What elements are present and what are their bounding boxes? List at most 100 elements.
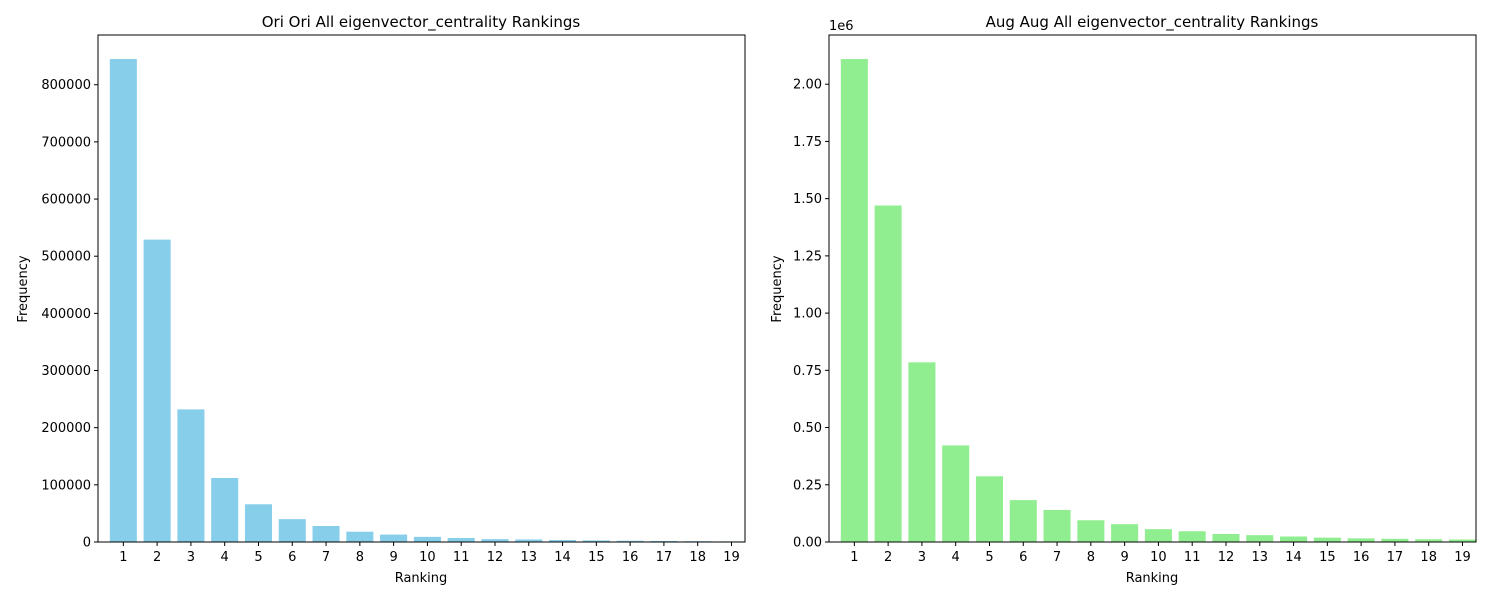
x-tick-label: 5 [254,550,262,565]
x-tick-label: 5 [985,550,993,565]
x-tick-label: 3 [187,550,195,565]
x-tick-label: 8 [356,550,364,565]
bar [211,477,239,542]
x-tick-label: 4 [952,550,960,565]
x-tick-label: 4 [221,550,229,565]
y-tick-label: 100000 [41,478,91,493]
y-tick-label: 700000 [41,135,91,150]
bar [1347,538,1375,542]
bar [840,59,868,542]
bar [1313,537,1341,542]
x-tick-label: 16 [622,550,639,565]
bar [447,538,475,542]
y-tick-label: 500000 [41,250,91,265]
bar [1212,533,1240,542]
bar [582,540,610,542]
x-tick-label: 6 [288,550,296,565]
x-tick-label: 13 [520,550,537,565]
bar [346,531,374,542]
x-tick-label: 9 [389,550,397,565]
bar [549,540,577,542]
x-tick-label: 3 [918,550,926,565]
bar [650,540,678,542]
y-tick-label: 0 [83,536,91,551]
x-tick-label: 1 [119,550,127,565]
x-tick-label: 17 [656,550,673,565]
bar [874,205,902,542]
bar [1280,536,1308,542]
bar [143,239,171,542]
x-tick-label: 15 [1319,550,1336,565]
bar [1009,500,1037,542]
y-tick-label: 0.25 [793,478,822,493]
chart-right: Aug Aug All eigenvector_centrality Ranki… [770,13,1477,586]
chart-left: Ori Ori All eigenvector_centrality Ranki… [16,13,746,586]
y-tick-label: 200000 [41,421,91,436]
chart-title: Aug Aug All eigenvector_centrality Ranki… [986,13,1319,32]
x-tick-label: 14 [554,550,571,565]
y-tick-label: 800000 [41,78,91,93]
bar [1043,509,1071,542]
y-tick-label: 1.50 [793,192,822,207]
x-tick-label: 12 [1218,550,1235,565]
x-tick-label: 9 [1120,550,1128,565]
plot-frame [97,34,746,543]
y-tick-label: 0.50 [793,421,822,436]
bar [1111,524,1139,542]
x-tick-label: 10 [419,550,436,565]
bar [312,526,340,542]
x-tick-label: 14 [1285,550,1302,565]
y-tick-label: 1.25 [793,249,822,264]
bar [1246,535,1274,542]
x-tick-label: 11 [1184,550,1201,565]
plot-frame [828,34,1477,543]
x-tick-label: 1 [850,550,858,565]
x-tick-label: 16 [1353,550,1370,565]
bar [481,539,509,542]
x-tick-label: 12 [487,550,504,565]
y-tick-label: 1.00 [793,307,822,322]
bar [109,59,137,542]
y-tick-label: 2.00 [793,78,822,93]
x-tick-label: 11 [453,550,470,565]
x-tick-label: 2 [153,550,161,565]
x-tick-label: 18 [689,550,706,565]
x-tick-label: 15 [588,550,605,565]
bar [177,409,205,542]
bar [908,362,936,542]
x-tick-label: 10 [1150,550,1167,565]
x-tick-label: 6 [1019,550,1027,565]
y-tick-label: 0.00 [793,536,822,551]
x-tick-label: 2 [884,550,892,565]
y-offset-label: 1e6 [829,19,854,34]
bar [244,504,272,542]
x-tick-label: 19 [723,550,740,565]
bar [1415,539,1443,542]
x-tick-label: 8 [1087,550,1095,565]
bar [515,539,543,542]
bar [975,476,1003,542]
bar [1144,529,1172,542]
y-tick-label: 1.75 [793,135,822,150]
bar [1178,531,1206,542]
bar [380,534,408,542]
x-axis-label: Ranking [1126,571,1179,586]
y-tick-label: 600000 [41,193,91,208]
chart-title: Ori Ori All eigenvector_centrality Ranki… [262,13,581,32]
bar [1448,539,1476,542]
x-tick-label: 18 [1420,550,1437,565]
y-tick-label: 400000 [41,307,91,322]
bar [616,540,644,542]
x-tick-label: 7 [322,550,330,565]
bar [942,445,970,542]
x-axis-label: Ranking [395,571,448,586]
bar [1077,520,1105,542]
bar [413,536,441,542]
y-axis-label: Frequency [16,255,31,322]
bar [1381,538,1409,542]
y-axis-label: Frequency [770,255,785,322]
x-tick-label: 13 [1251,550,1268,565]
y-tick-label: 0.75 [793,364,822,379]
bar [278,519,306,542]
